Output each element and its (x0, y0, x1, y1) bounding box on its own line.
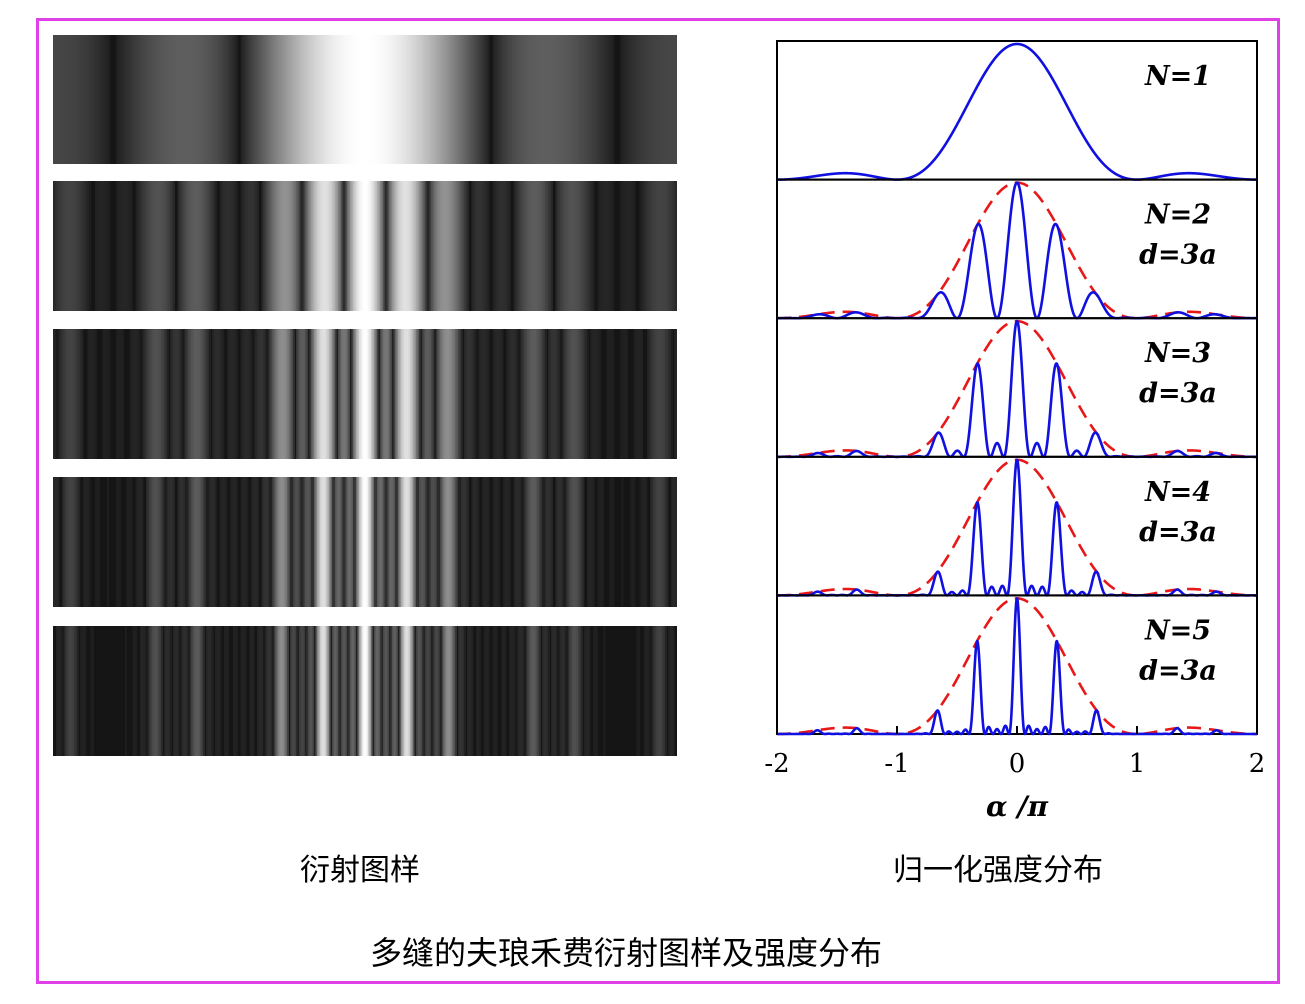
intensity-curve (775, 597, 1259, 736)
panel-label-n: N=5 (1144, 615, 1211, 646)
pattern-strip-n4 (53, 477, 677, 607)
x-tick-label: 1 (1129, 749, 1146, 779)
plot-panel-n1: N=1 (775, 40, 1259, 181)
panel-label-n: N=2 (1144, 200, 1211, 231)
pattern-caption: 衍射图样 (300, 853, 420, 888)
x-axis-label: α /π (986, 790, 1049, 823)
panel-label-n: N=1 (1144, 61, 1211, 92)
panel-label-d: d=3a (1139, 378, 1217, 409)
diffraction-photo (53, 35, 677, 756)
intensity-curve (775, 42, 1259, 181)
plot-panel-n2: N=2 d=3a (775, 178, 1259, 320)
pattern-strip-n1 (53, 35, 677, 164)
x-tick-label: -2 (764, 749, 789, 779)
plot-panel-n4: N=4 d=3a (775, 455, 1259, 597)
intensity-caption: 归一化强度分布 (893, 853, 1103, 888)
panel-label-n: N=4 (1144, 477, 1211, 508)
intensity-curve (775, 458, 1259, 597)
plot-panel-n5: N=5 d=3a (775, 594, 1259, 736)
pattern-strip-n5 (53, 626, 677, 756)
x-tick-label: 0 (1009, 749, 1026, 779)
intensity-curve (775, 319, 1259, 459)
panel-label-d: d=3a (1139, 240, 1217, 271)
pattern-strip-n2 (53, 181, 677, 311)
figure-frame (36, 18, 1280, 984)
x-tick-label: -1 (884, 749, 909, 779)
x-tick-label: 2 (1249, 749, 1266, 779)
panel-label-d: d=3a (1139, 517, 1217, 548)
intensity-curve (775, 181, 1259, 320)
plot-panel-n3: N=3 d=3a (775, 317, 1259, 459)
intensity-plots: N=1 N=2 d=3a N=3 d=3a N=4 d=3a N=5 d=3a -2 -1 0 1 2 α… (764, 40, 1266, 823)
pattern-strip-n3 (53, 329, 677, 459)
panel-label-d: d=3a (1139, 655, 1217, 686)
panel-label-n: N=3 (1144, 338, 1211, 369)
figure-title: 多缝的夫琅禾费衍射图样及强度分布 (370, 934, 883, 972)
